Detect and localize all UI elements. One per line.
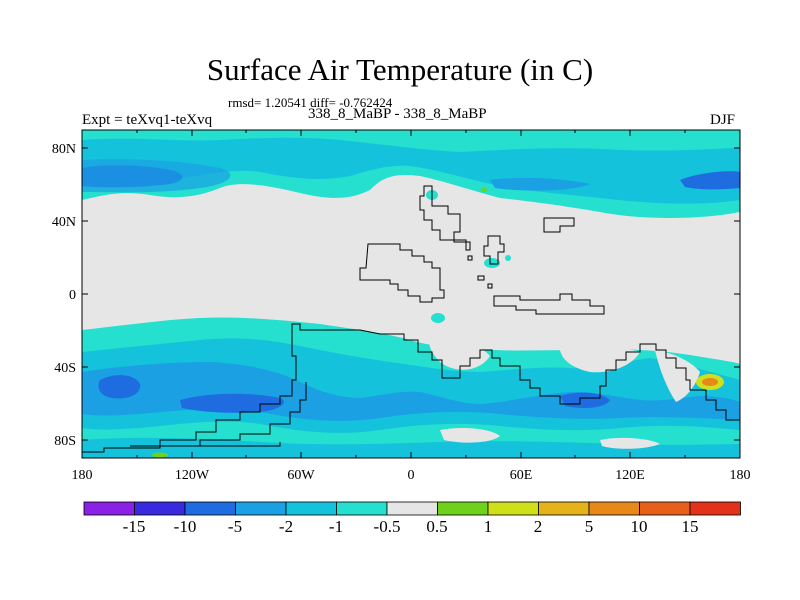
outline-bottom-strip bbox=[130, 442, 281, 447]
continent-outlines bbox=[82, 185, 740, 453]
south-gray-wedge-3 bbox=[655, 350, 700, 402]
lat-label-80n: 80N bbox=[52, 142, 76, 157]
colorbar-label: -2 bbox=[279, 517, 293, 536]
lat-label-40s: 40S bbox=[54, 361, 76, 376]
outline-southern-coast bbox=[82, 323, 740, 453]
colorbar-box bbox=[336, 501, 388, 516]
lon-axis-labels: 180 120W 60W 0 60E 120E 180 bbox=[72, 468, 751, 483]
colorbar-box bbox=[487, 501, 539, 516]
lon-label-60e: 60E bbox=[510, 468, 533, 483]
lat-axis-labels: 80N 40N 0 40S 80S bbox=[52, 142, 76, 449]
lat-label-0: 0 bbox=[69, 288, 76, 303]
south-gray-wedge-1 bbox=[429, 340, 490, 370]
subtitle-right: DJF bbox=[710, 112, 736, 128]
lat-label-40n: 40N bbox=[52, 215, 76, 230]
axis-ticks bbox=[81, 130, 741, 458]
colorbar-box bbox=[386, 501, 438, 516]
outline-east-landmass bbox=[483, 235, 505, 265]
patch-green-bottomleft bbox=[152, 452, 168, 458]
south-gray-wedge-2 bbox=[560, 347, 640, 373]
colorbar-label: -5 bbox=[228, 517, 242, 536]
stats-text: rmsd= 1.20541 diff= -0.762424 bbox=[228, 95, 393, 110]
subtitle-left: Expt = teXvq1-teXvq bbox=[82, 112, 213, 128]
north-midblue-west bbox=[82, 159, 231, 193]
subtitle-center: 338_8_MaBP - 338_8_MaBP bbox=[308, 106, 487, 122]
lat-label-80s: 80S bbox=[54, 434, 76, 449]
colorbar-label: 1 bbox=[484, 517, 493, 536]
lon-label-180w: 180 bbox=[72, 468, 93, 483]
lon-label-60w: 60W bbox=[287, 468, 315, 483]
colorbar-label: 10 bbox=[631, 517, 648, 536]
colorbar-box bbox=[184, 501, 236, 516]
map-title: Surface Air Temperature (in C) bbox=[206, 52, 594, 87]
outline-southwest-coast bbox=[160, 382, 307, 447]
south-bottom-band bbox=[82, 437, 740, 458]
north-blue-jet-mid bbox=[490, 177, 590, 191]
south-blue-core-west bbox=[98, 375, 141, 399]
colorbar-box bbox=[538, 501, 590, 516]
colorbar-box bbox=[83, 501, 135, 516]
colorbar-box bbox=[134, 501, 186, 516]
patch-cyan-africa bbox=[431, 313, 445, 323]
colorbar-label: -15 bbox=[123, 517, 146, 536]
outline-eastern-shelf bbox=[493, 293, 605, 315]
colorbar-label: -1 bbox=[329, 517, 343, 536]
patch-cyan-east bbox=[505, 255, 511, 261]
colorbar-box bbox=[639, 501, 691, 516]
lon-label-0: 0 bbox=[408, 468, 415, 483]
colorbar-box bbox=[235, 501, 287, 516]
outline-arctic-island bbox=[419, 185, 471, 251]
south-blue-core-central bbox=[180, 393, 284, 413]
patch-green-north bbox=[481, 188, 487, 192]
patch-cyan-nafrica bbox=[484, 258, 500, 268]
colorbar-label: 15 bbox=[682, 517, 699, 536]
outline-north-landmass bbox=[359, 243, 445, 303]
colorbar-label: 5 bbox=[585, 517, 594, 536]
contour-fields bbox=[82, 130, 740, 458]
hotspot-inner bbox=[702, 378, 718, 386]
outline-small-blocks bbox=[467, 255, 493, 289]
colorbar-box bbox=[689, 501, 741, 516]
outline-northeast-blocks bbox=[543, 217, 575, 233]
colorbar-label: -0.5 bbox=[374, 517, 401, 536]
north-blue-jet-east bbox=[680, 171, 740, 190]
colorbar-label: -10 bbox=[174, 517, 197, 536]
colorbar-box bbox=[437, 501, 489, 516]
colorbar-box bbox=[285, 501, 337, 516]
colorbar-labels: -15 -10 -5 -2 -1 -0.5 0.5 1 2 5 10 15 bbox=[123, 517, 699, 536]
lon-label-180e: 180 bbox=[730, 468, 751, 483]
lon-label-120e: 120E bbox=[615, 468, 645, 483]
colorbar-box bbox=[588, 501, 640, 516]
colorbar-label: 0.5 bbox=[426, 517, 447, 536]
colorbar-label: 2 bbox=[534, 517, 543, 536]
patch-gray-north bbox=[371, 208, 399, 222]
south-bottom-gray-gaps bbox=[440, 428, 660, 449]
lon-label-120w: 120W bbox=[175, 468, 210, 483]
colorbar bbox=[83, 501, 741, 516]
